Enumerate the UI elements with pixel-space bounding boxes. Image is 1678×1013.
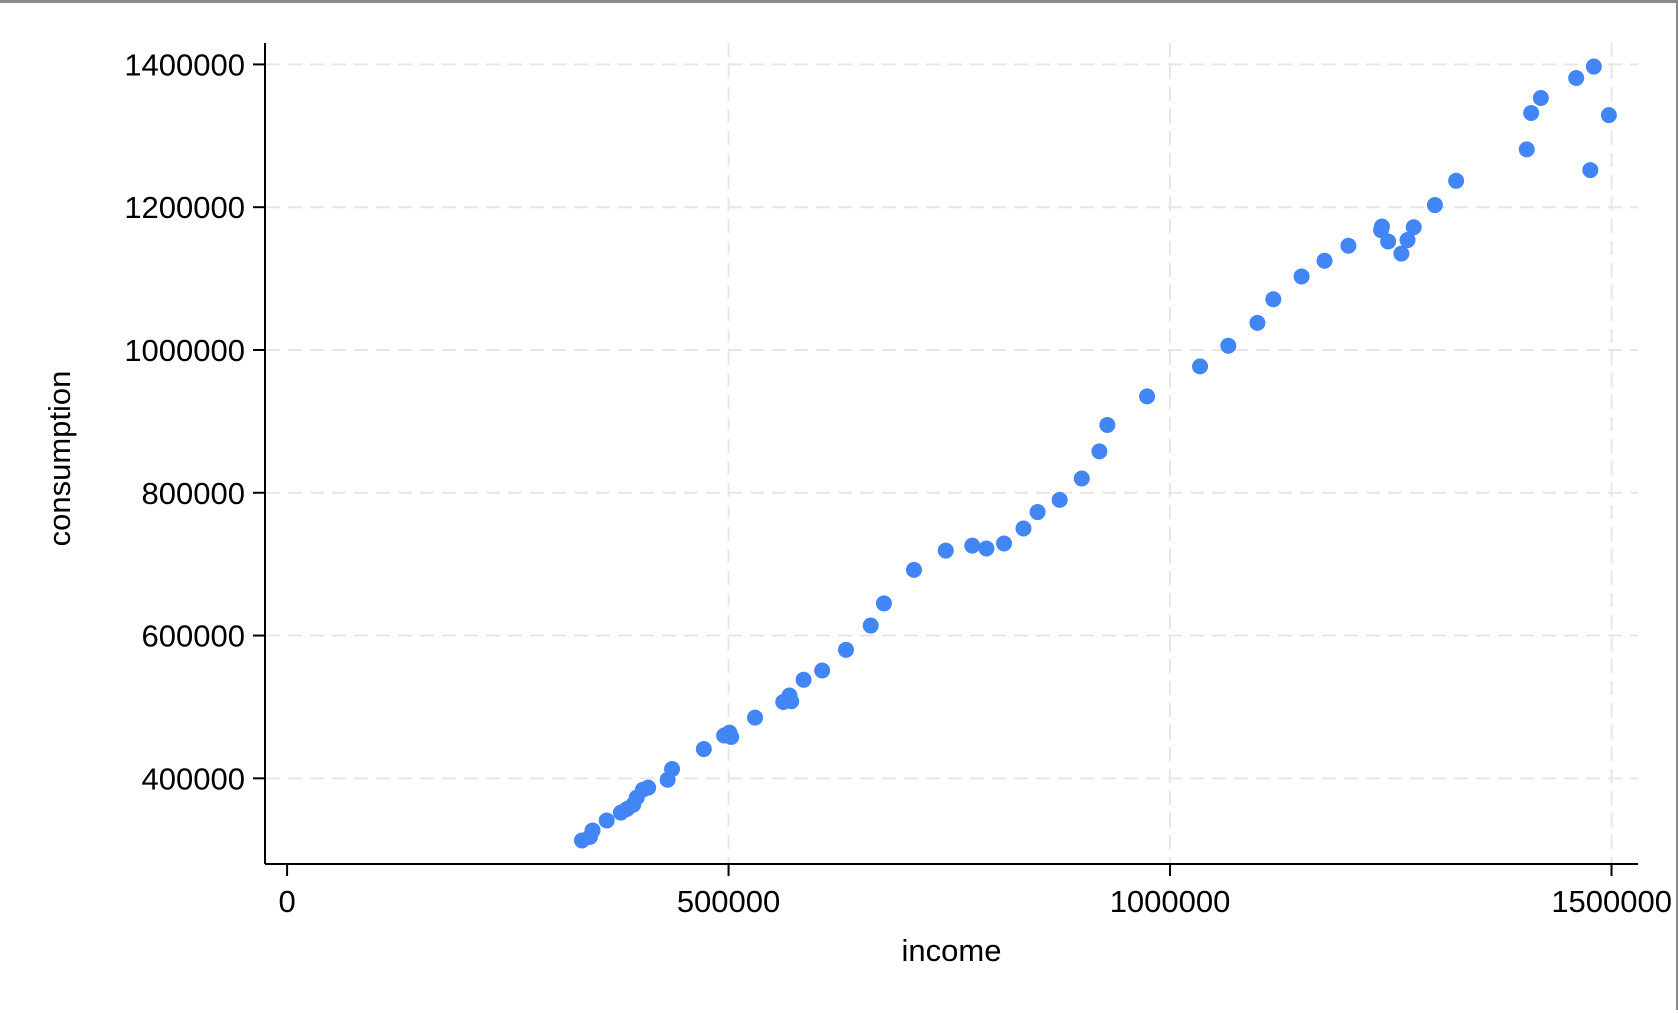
data-point [1099, 416, 1116, 433]
data-point [1523, 104, 1540, 121]
data-point [1373, 218, 1390, 235]
data-point [1340, 237, 1357, 254]
x-tick-label: 1000000 [1110, 884, 1231, 919]
data-point [1393, 245, 1410, 262]
x-tick-label: 1500000 [1551, 884, 1672, 919]
data-point [783, 693, 800, 710]
data-point [862, 617, 879, 634]
y-axis-ticks: 400000 600000 800000 1000000 1200000 1400000 [124, 47, 265, 796]
data-point [640, 779, 657, 796]
data-point [1448, 172, 1465, 189]
y-tick-label: 800000 [142, 476, 245, 511]
data-point [1051, 491, 1068, 508]
data-point [1585, 58, 1602, 75]
data-point [1532, 89, 1549, 106]
data-point [584, 822, 601, 839]
data-point [1568, 69, 1585, 86]
x-axis-ticks: 0 500000 1000000 1500000 [278, 864, 1672, 919]
data-point [964, 537, 981, 554]
data-point [905, 561, 922, 578]
data-point [837, 641, 854, 658]
data-point [1600, 107, 1617, 124]
data-point [1582, 162, 1599, 179]
scatter-chart: 0 500000 1000000 1500000 400000 600000 800000… [42, 43, 1672, 968]
data-point [1399, 232, 1416, 249]
data-point [1139, 388, 1156, 405]
y-tick-label: 1200000 [124, 190, 245, 225]
y-tick-label: 600000 [142, 619, 245, 654]
data-point [795, 671, 812, 688]
data-point [978, 540, 995, 557]
data-point [1220, 337, 1237, 354]
data-point [1518, 141, 1535, 158]
data-point [1293, 268, 1310, 285]
y-tick-label: 1000000 [124, 333, 245, 368]
data-point [723, 728, 740, 745]
data-point [664, 761, 681, 778]
x-axis-title: income [902, 933, 1002, 968]
data-points [573, 58, 1617, 849]
y-tick-label: 400000 [142, 761, 245, 796]
data-point [1015, 520, 1032, 537]
y-axis-title: consumption [42, 371, 77, 547]
data-point [1073, 470, 1090, 487]
data-point [1091, 443, 1108, 460]
data-point [1192, 358, 1209, 375]
data-point [996, 535, 1013, 552]
data-point [1380, 233, 1397, 250]
x-tick-label: 500000 [677, 884, 780, 919]
data-point [1249, 314, 1266, 331]
data-point [695, 741, 712, 758]
data-point [747, 709, 764, 726]
data-point [1265, 291, 1282, 308]
data-point [1316, 252, 1333, 269]
data-point [875, 595, 892, 612]
axes [264, 43, 1638, 865]
data-point [598, 812, 615, 829]
grid-lines [266, 43, 1638, 863]
data-point [814, 662, 831, 679]
data-point [1426, 197, 1443, 214]
y-tick-label: 1400000 [124, 47, 245, 82]
data-point [1029, 504, 1046, 521]
data-point [937, 542, 954, 559]
data-point [1405, 219, 1422, 236]
x-tick-label: 0 [278, 884, 295, 919]
